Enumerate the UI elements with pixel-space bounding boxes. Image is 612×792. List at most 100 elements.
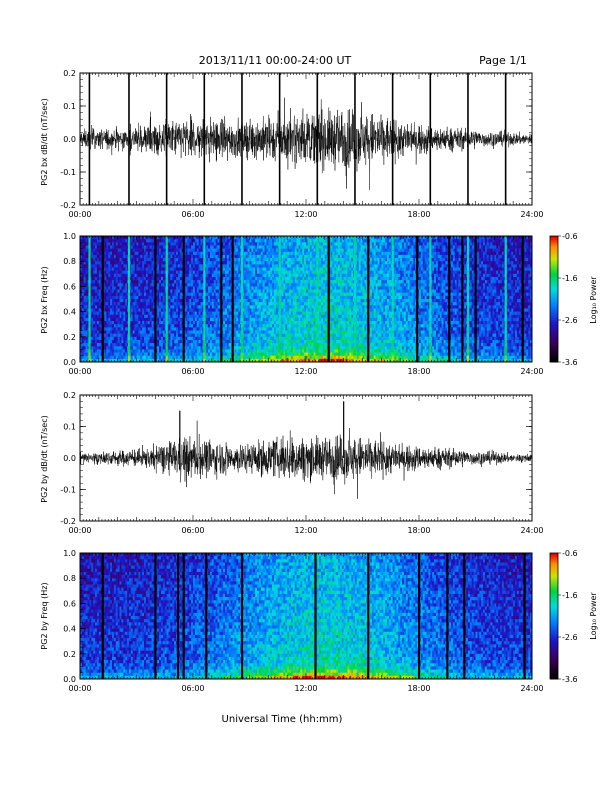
bx-spec-cell [287, 264, 290, 268]
bx-spec-cell [247, 321, 250, 325]
bx-spec-cell [142, 349, 145, 353]
bx-spec-cell [260, 264, 263, 268]
bx-spec-cell [200, 245, 203, 249]
bx-spec-cell [187, 273, 190, 278]
bx-spec-cell [160, 258, 164, 262]
bx-spec-cell [115, 305, 118, 309]
bx-spec-cell [147, 292, 150, 297]
bx-spec-cell [296, 289, 299, 293]
bx-spec-cell [157, 261, 160, 265]
bx-spec-cell [223, 299, 226, 303]
bx-spec-cell [283, 311, 286, 316]
bx-spec-cell [208, 292, 211, 297]
bx-spec-cell [85, 311, 88, 316]
bx-spec-cell [119, 321, 122, 325]
bx-spec-cell [110, 276, 113, 281]
bx-spec-cell [194, 267, 198, 271]
bx-spec-cell [198, 295, 201, 300]
bx-spec-cell [119, 280, 122, 284]
bx-spec-cell [172, 264, 175, 268]
bx-spec-cell [285, 239, 288, 243]
bx-spec-cell [83, 264, 86, 268]
bx-spec-cell [174, 317, 177, 322]
bx-spec-cell [176, 273, 179, 278]
bx-spec-cell [96, 314, 100, 319]
bx-spec-cell [106, 286, 109, 290]
bx-spec-cell [80, 280, 83, 284]
bx-spec-cell [268, 251, 271, 256]
bx-spec-cell [138, 355, 141, 360]
bx-spec-cell [236, 283, 239, 287]
bx-spec-cell [194, 327, 198, 331]
bx-spec-cell [98, 264, 102, 268]
bx-spec-cell [159, 349, 162, 353]
bx-spec-cell [134, 324, 137, 328]
bx-spec-cell [185, 308, 188, 312]
bx-spec-cell [159, 258, 162, 262]
bx-spec-cell [211, 336, 215, 341]
bx-spec-cell [264, 276, 267, 281]
bx-spec-cell [95, 308, 98, 312]
bx-spec-cell [130, 324, 134, 328]
bx-spec-cell [228, 343, 231, 347]
bx-spec-cell [198, 280, 201, 284]
bx-spec-cell [119, 314, 122, 319]
bx-spec-cell [211, 236, 215, 240]
bx-spec-cell [172, 283, 175, 287]
bx-spec-cell [226, 314, 230, 319]
bx-spec-cell [251, 321, 254, 325]
bx-spec-cell [196, 270, 199, 275]
bx-spec-cell [225, 352, 228, 356]
bx-spec-cell [260, 258, 263, 262]
bx-spec-cell [145, 242, 149, 246]
bx-spec-cell [287, 295, 290, 300]
bx-spec-cell [177, 286, 181, 290]
bx-spec-cell [117, 242, 120, 246]
bx-spec-cell [217, 336, 220, 341]
bx-spec-cell [132, 254, 135, 259]
bx-spec-cell [185, 343, 188, 347]
bx-spec-cell [170, 336, 173, 341]
bx-spec-cell [296, 280, 299, 284]
bx-spec-cell [110, 305, 113, 309]
bx-spec-cell [170, 327, 173, 331]
bx-spec-cell [200, 302, 203, 306]
bx-spec-cell [98, 330, 102, 334]
bx-spec-cell [200, 242, 203, 246]
bx-spec-cell [273, 267, 277, 271]
bx-spec-cell [98, 349, 102, 353]
bx-spec-cell [196, 321, 199, 325]
bx-spec-cell [238, 324, 241, 328]
bx-spec-cell [273, 333, 277, 338]
bx-spec-cell [285, 264, 288, 268]
bx-spec-cell [294, 242, 297, 246]
bx-spec-cell [136, 336, 139, 341]
bx-spec-cell [191, 286, 194, 290]
bx-spec-cell [189, 251, 192, 256]
bx-spec-cell [213, 270, 216, 275]
bx-spec-cell [145, 270, 149, 275]
bx-spec-cell [283, 352, 286, 356]
bx-spec-cell [272, 245, 275, 249]
bx-spec-cell [253, 264, 256, 268]
bx-spec-cell [168, 254, 171, 259]
bx-spec-cell [266, 267, 269, 271]
bx-spec-cell [191, 324, 194, 328]
bx-spec-cell [145, 254, 149, 259]
bx-spec-cell [194, 302, 198, 306]
bx-spec-cell [215, 305, 218, 309]
bx-spec-cell [262, 245, 265, 249]
bx-spec-cell [104, 264, 107, 268]
bx-spec-cell [159, 333, 162, 338]
bx-spec-cell [262, 295, 265, 300]
bx-spec-cell [283, 276, 286, 281]
bx-spec-cell [247, 308, 250, 312]
bx-spec-cell [83, 286, 86, 290]
bx-spec-cell [144, 302, 147, 306]
bx-spec-cell [123, 280, 126, 284]
bx-spec-cell [140, 280, 143, 284]
bx-spec-cell [134, 276, 137, 281]
bx-spec-cell [234, 261, 237, 265]
bx-spec-cell [144, 336, 147, 341]
bx-spec-cell [112, 248, 115, 253]
